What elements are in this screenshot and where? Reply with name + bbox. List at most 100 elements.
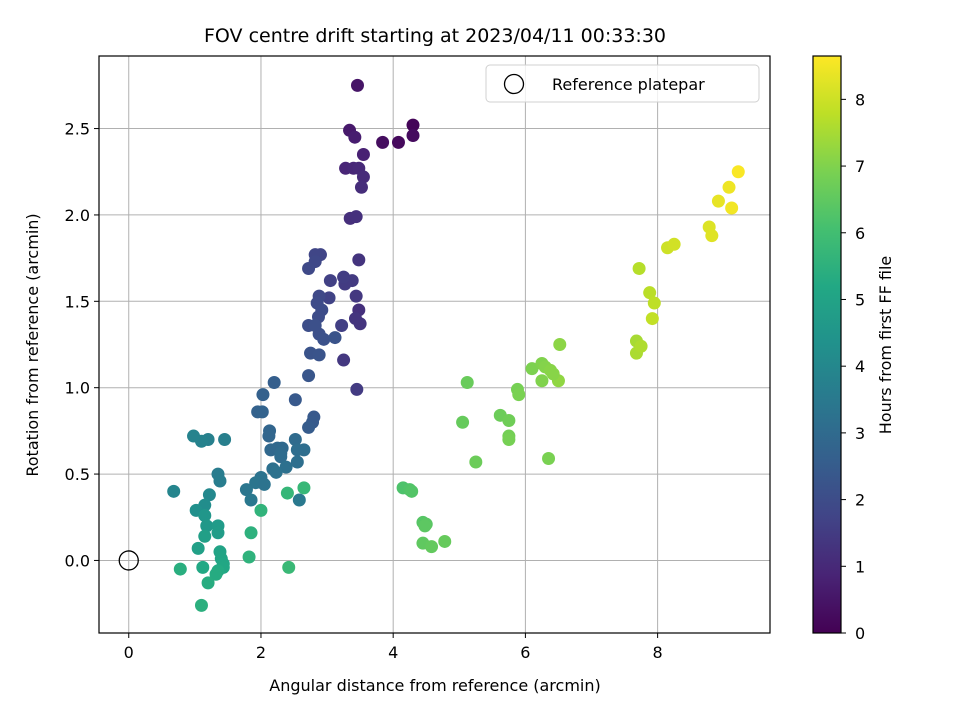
y-axis-label: Rotation from reference (arcmin) — [23, 213, 42, 476]
colorbar: 0 1 2 3 4 5 6 7 8 Hours from first FF file — [812, 55, 895, 643]
data-point — [667, 237, 681, 251]
data-point — [200, 519, 214, 533]
legend-box — [485, 64, 760, 103]
data-point — [456, 415, 470, 429]
plot-frame — [98, 55, 771, 634]
data-point — [546, 367, 560, 381]
data-point — [725, 201, 739, 215]
data-point — [376, 135, 390, 149]
reference-marker — [118, 550, 139, 571]
data-point — [525, 362, 539, 376]
data-point — [731, 165, 745, 179]
data-point — [406, 118, 420, 132]
legend-marker — [503, 73, 525, 95]
data-point — [218, 433, 232, 447]
data-point — [288, 393, 302, 407]
data-point — [535, 374, 549, 388]
data-point — [198, 529, 212, 543]
data-point — [242, 550, 256, 564]
data-point — [198, 509, 212, 523]
data-point — [643, 286, 657, 300]
x-axis-label: Angular distance from reference (arcmin) — [269, 676, 600, 695]
x-tick-label: 0 — [124, 643, 134, 662]
data-point — [297, 481, 311, 495]
y-axis-ticks: 0.0 0.5 1.0 1.5 2.0 2.5 — [65, 120, 99, 570]
data-point — [211, 526, 225, 540]
data-point — [173, 562, 187, 576]
colorbar-tick-label: 6 — [855, 224, 865, 243]
legend: Reference platepar — [485, 64, 760, 103]
data-point — [269, 465, 283, 479]
data-point — [202, 488, 216, 502]
colorbar-tick-label: 8 — [855, 90, 865, 109]
data-point — [282, 560, 296, 574]
colorbar-tick-label: 5 — [855, 290, 865, 309]
data-point — [290, 443, 304, 457]
colorbar-tick-label: 4 — [855, 357, 865, 376]
data-point — [391, 135, 405, 149]
x-tick-label: 2 — [256, 643, 266, 662]
data-point — [317, 332, 331, 346]
colorbar-tick-label: 2 — [855, 491, 865, 510]
data-point — [167, 484, 181, 498]
data-point — [322, 291, 336, 305]
y-tick-label: 0.5 — [65, 465, 90, 484]
data-point — [647, 296, 661, 310]
x-tick-label: 6 — [520, 643, 530, 662]
data-point — [302, 261, 316, 275]
data-point — [274, 450, 288, 464]
data-point — [634, 339, 648, 353]
data-point — [302, 420, 316, 434]
data-point — [349, 289, 363, 303]
data-point — [256, 388, 270, 402]
data-point — [279, 460, 293, 474]
data-point — [337, 270, 351, 284]
data-point — [337, 353, 351, 367]
data-point — [645, 312, 659, 326]
data-point — [254, 503, 268, 517]
colorbar-frame — [812, 55, 842, 634]
data-point — [196, 560, 210, 574]
reference-point — [118, 550, 139, 571]
data-point — [239, 483, 253, 497]
x-tick-label: 8 — [653, 643, 663, 662]
data-point — [502, 414, 516, 428]
colorbar-tick-label: 1 — [855, 557, 865, 576]
data-point — [460, 376, 474, 390]
legend-entry-label: Reference platepar — [552, 75, 705, 94]
data-point — [323, 274, 337, 288]
x-axis-ticks: 0 2 4 6 8 — [124, 633, 663, 662]
data-point — [349, 312, 363, 326]
data-point — [356, 170, 370, 184]
y-tick-label: 0.0 — [65, 551, 90, 570]
x-tick-label: 4 — [388, 643, 398, 662]
data-point — [348, 130, 362, 144]
data-point — [502, 433, 516, 447]
data-point — [418, 519, 432, 533]
data-point — [201, 576, 215, 590]
data-point — [312, 348, 326, 362]
y-tick-label: 2.0 — [65, 206, 90, 225]
data-point — [187, 429, 201, 443]
data-point — [209, 567, 223, 581]
y-tick-label: 2.5 — [65, 120, 90, 139]
data-point — [542, 452, 556, 466]
data-point — [257, 477, 271, 491]
y-tick-label: 1.0 — [65, 379, 90, 398]
data-point — [553, 338, 567, 351]
chart-title: FOV centre drift starting at 2023/04/11 … — [204, 25, 666, 47]
colorbar-tick-label: 0 — [855, 624, 865, 643]
y-tick-label: 1.5 — [65, 292, 90, 311]
data-point — [632, 261, 646, 275]
data-point — [244, 493, 258, 507]
data-point — [288, 433, 302, 447]
data-point — [705, 229, 719, 243]
data-point — [302, 369, 316, 383]
data-points — [167, 78, 745, 612]
data-point — [255, 405, 269, 419]
data-point — [194, 598, 208, 612]
data-point — [438, 534, 452, 548]
data-point — [350, 78, 364, 92]
data-point — [469, 455, 483, 469]
